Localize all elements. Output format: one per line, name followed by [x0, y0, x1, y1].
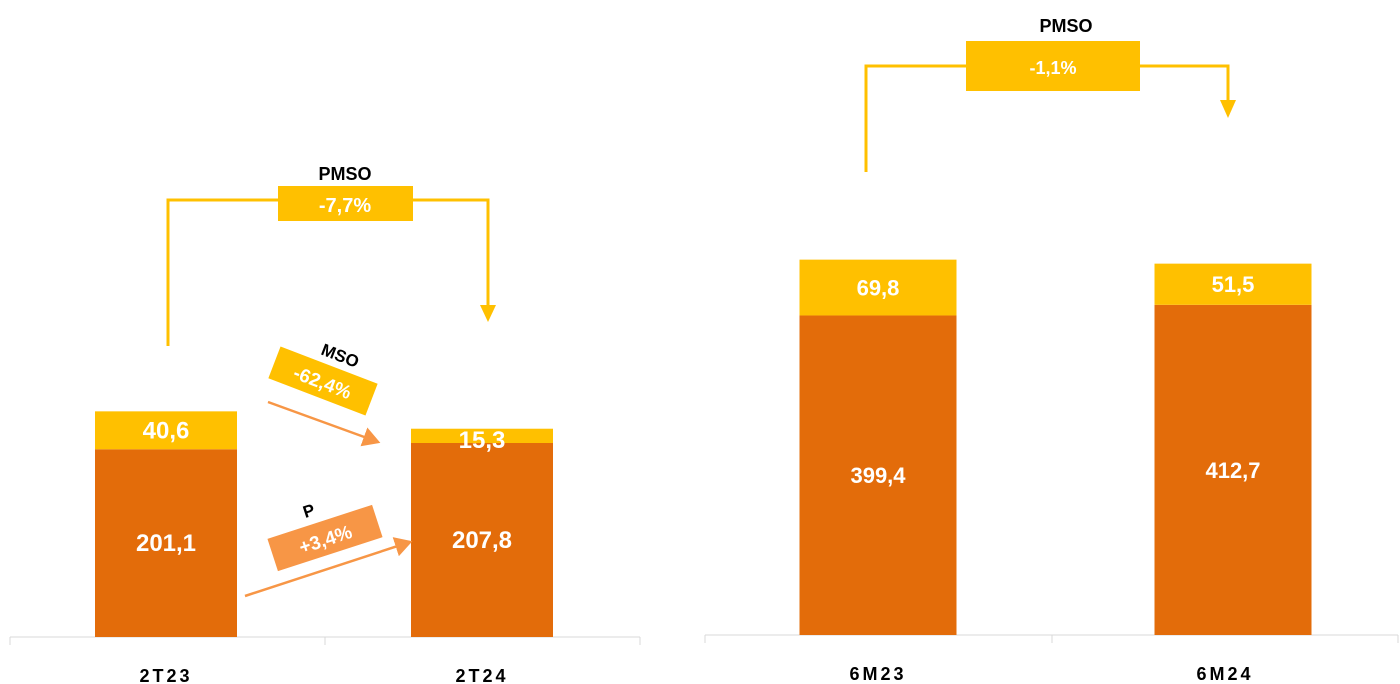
data-label-mso-2t23: 40,6 — [143, 417, 190, 444]
bar-p-6m24 — [1154, 304, 1312, 635]
chart-semiannual: 399,4 69,8 412,7 51,5 6M23 6M24 -1,1% PM… — [704, 16, 1399, 684]
mso-change-annotation: -62,4% MSO — [267, 340, 381, 447]
pmso-connector: -7,7% PMSO — [166, 164, 496, 346]
data-label-mso-6m23: 69,8 — [857, 276, 900, 301]
data-label-p-2t23: 201,1 — [136, 530, 196, 557]
pmso-connector: -1,1% PMSO — [864, 16, 1236, 172]
p-arrow — [244, 537, 413, 598]
arrow-head — [1220, 100, 1236, 118]
p-title: P — [301, 500, 318, 522]
pmso-change-box — [278, 186, 413, 221]
pmso-connector-line — [1140, 64, 1230, 102]
bar-mso-2t23 — [95, 411, 237, 450]
arrow-head — [480, 305, 496, 322]
chart-quarterly: 201,1 40,6 207,8 15,3 2T23 2T24 -7,7% PM… — [9, 164, 641, 684]
pmso-change-value: -7,7% — [319, 195, 371, 217]
data-label-mso-2t24: 15,3 — [459, 427, 506, 454]
bar-p-6m23 — [799, 315, 957, 635]
bar-mso-2t24 — [411, 428, 553, 443]
mso-change-box — [268, 346, 378, 416]
pmso-change-value: -1,1% — [1029, 58, 1076, 78]
pmso-connector-line — [413, 198, 490, 308]
bar-mso-6m23 — [799, 259, 957, 316]
category-label-2t24: 2T24 — [455, 666, 508, 684]
bar-p-2t24 — [411, 442, 553, 637]
p-change-box — [267, 504, 383, 572]
bar-mso-6m24 — [1154, 263, 1312, 305]
mso-arrow — [267, 400, 381, 447]
category-label-6m23: 6M23 — [849, 664, 906, 684]
category-label-6m24: 6M24 — [1196, 664, 1253, 684]
data-label-p-6m24: 412,7 — [1205, 458, 1260, 483]
data-label-mso-6m24: 51,5 — [1212, 272, 1255, 297]
pmso-connector-line — [864, 64, 966, 172]
category-label-2t23: 2T23 — [139, 666, 192, 684]
pmso-title: PMSO — [1039, 16, 1092, 36]
data-label-p-2t24: 207,8 — [452, 527, 512, 554]
data-label-p-6m23: 399,4 — [850, 463, 906, 488]
p-change-annotation: +3,4% P — [244, 500, 413, 598]
pmso-title: PMSO — [318, 164, 371, 184]
pmso-connector-line — [166, 198, 278, 346]
pmso-change-box — [966, 41, 1140, 91]
bar-p-2t23 — [95, 449, 237, 637]
